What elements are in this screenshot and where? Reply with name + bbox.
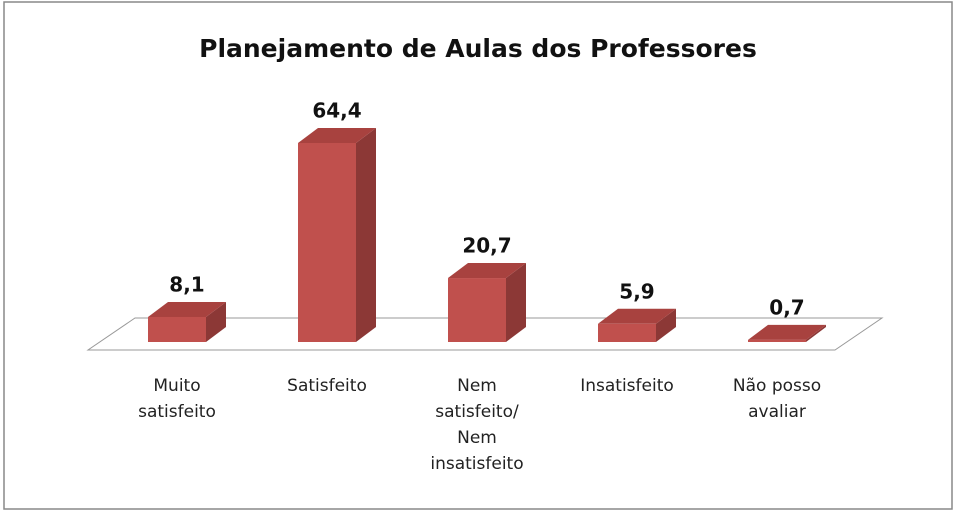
- bar-top: [598, 308, 676, 324]
- value-label: 20,7: [462, 234, 511, 258]
- bar-side: [656, 308, 676, 342]
- bar-side: [356, 128, 376, 342]
- value-label: 0,7: [769, 295, 804, 319]
- value-label: 64,4: [312, 99, 361, 123]
- chart-border: [3, 1, 953, 510]
- chart-title: Planejamento de Aulas dos Professores: [199, 34, 757, 63]
- x-tick-label: Satisfeito: [287, 376, 367, 396]
- bar: [298, 143, 356, 342]
- bar: [598, 323, 656, 342]
- bar-side: [806, 324, 826, 342]
- bar: [448, 278, 506, 342]
- value-label: 5,9: [619, 279, 654, 303]
- x-tick-label: Insatisfeito: [580, 376, 674, 396]
- value-label: 8,1: [169, 272, 204, 296]
- bar: [148, 316, 206, 342]
- bar-top: [298, 128, 376, 144]
- x-tick-label: Muito satisfeito: [138, 376, 216, 422]
- bar-top: [748, 324, 826, 340]
- x-tick-label: Não posso avaliar: [732, 376, 822, 422]
- bar-top: [148, 301, 226, 317]
- bar: [748, 339, 806, 342]
- bar-side: [506, 263, 526, 342]
- bar-top: [448, 263, 526, 279]
- bar-side: [206, 301, 226, 342]
- x-tick-label: Nem satisfeito/ Nem insatisfeito: [430, 376, 524, 474]
